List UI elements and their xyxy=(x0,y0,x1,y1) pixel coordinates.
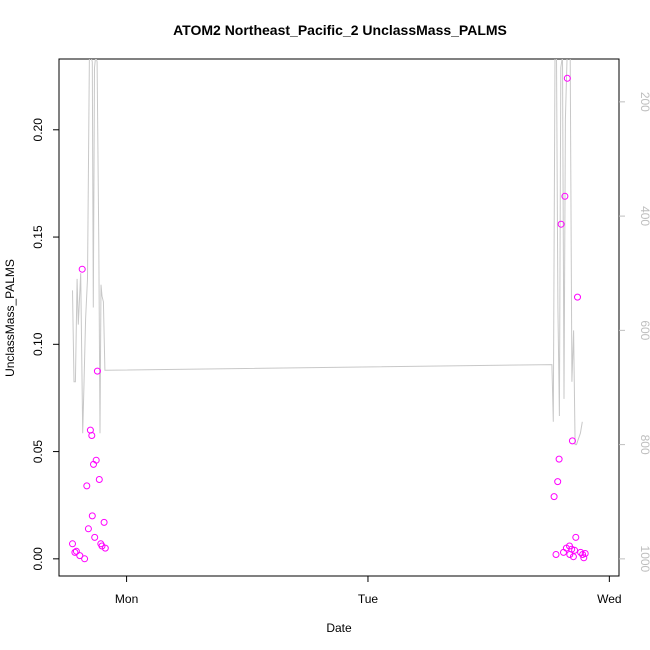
y2-axis: 200 400 600 800 1000 xyxy=(619,92,650,573)
data-point xyxy=(76,552,84,560)
data-point xyxy=(561,192,569,200)
x-tick-label: Mon xyxy=(115,592,138,606)
data-point xyxy=(569,553,577,561)
data-point xyxy=(572,533,580,541)
y2-tick-label: 200 xyxy=(638,92,650,112)
y-tick-label: 0.15 xyxy=(31,225,45,249)
x-tick-label: Tue xyxy=(358,592,379,606)
data-point xyxy=(580,554,588,562)
data-point xyxy=(574,293,581,301)
data-point xyxy=(550,493,558,501)
data-point xyxy=(571,546,579,554)
data-point xyxy=(81,555,89,563)
y-tick-label: 0.10 xyxy=(31,332,45,356)
data-point xyxy=(555,455,563,463)
data-point xyxy=(93,367,101,375)
chart-title: ATOM2 Northeast_Pacific_2 UnclassMass_PA… xyxy=(173,22,507,38)
data-point xyxy=(71,548,79,556)
y-axis: 0.00 0.05 0.10 0.15 0.20 xyxy=(31,118,59,571)
data-point xyxy=(72,547,80,555)
y-axis-label: UnclassMass_PALMS xyxy=(3,259,17,377)
data-point xyxy=(69,540,76,548)
data-point xyxy=(560,548,567,556)
data-point xyxy=(91,533,99,541)
y-tick-label: 0.05 xyxy=(31,440,45,464)
x-axis: Mon Tue Wed xyxy=(115,576,622,606)
data-point xyxy=(554,478,562,486)
data-point xyxy=(577,548,585,556)
x-axis-label: Date xyxy=(326,621,352,635)
data-point xyxy=(95,476,103,483)
data-point xyxy=(88,432,96,439)
x-tick-label: Wed xyxy=(597,592,621,606)
data-point xyxy=(92,456,100,464)
y2-tick-label: 1000 xyxy=(638,546,650,573)
data-point xyxy=(581,550,589,557)
data-point xyxy=(84,525,92,533)
data-point xyxy=(101,544,109,552)
data-point xyxy=(100,518,108,526)
altitude-line-series xyxy=(72,59,583,446)
data-point xyxy=(568,437,576,445)
plot-content xyxy=(69,59,589,563)
plot-area-border xyxy=(58,58,620,577)
y-tick-label: 0.20 xyxy=(31,118,45,142)
y2-tick-label: 400 xyxy=(638,206,650,226)
y2-tick-label: 600 xyxy=(638,320,650,340)
data-point xyxy=(88,512,96,520)
y2-tick-label: 800 xyxy=(638,435,650,455)
y-tick-label: 0.00 xyxy=(31,547,45,571)
data-point xyxy=(78,265,86,273)
data-point xyxy=(552,551,560,558)
data-point xyxy=(83,482,91,490)
data-point xyxy=(557,220,565,228)
data-point xyxy=(563,74,571,82)
